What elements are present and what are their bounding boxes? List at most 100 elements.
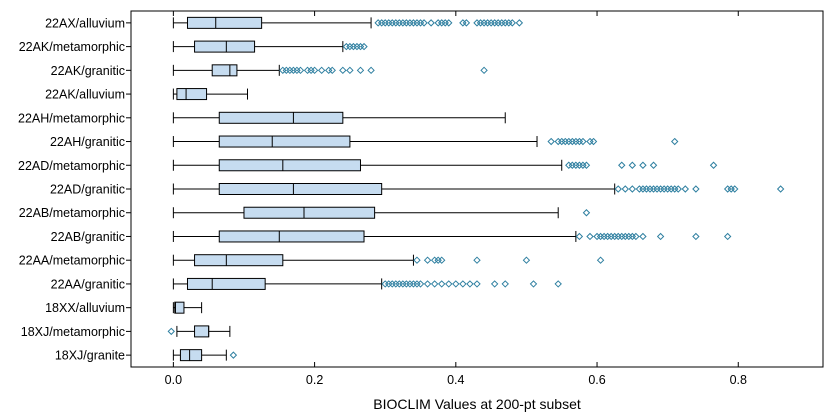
box-22ad-metamorphic bbox=[172, 159, 718, 172]
iqr-box bbox=[186, 277, 266, 290]
outlier-point bbox=[681, 185, 690, 193]
outlier-point bbox=[596, 256, 605, 264]
outlier-point bbox=[639, 232, 647, 241]
outlier-point bbox=[522, 256, 531, 264]
category-label: 22AK/metamorphic bbox=[19, 40, 125, 54]
outlier-point bbox=[692, 232, 700, 241]
outlier-point bbox=[437, 256, 446, 264]
outlier-point bbox=[445, 19, 453, 27]
outlier-point bbox=[501, 280, 509, 288]
iqr-box bbox=[186, 16, 263, 29]
x-axis-title: BIOCLIM Values at 200-pt subset bbox=[373, 396, 581, 412]
iqr-box bbox=[218, 111, 344, 124]
outlier-point bbox=[437, 280, 446, 288]
iqr-box bbox=[218, 135, 351, 148]
outlier-point bbox=[490, 280, 499, 288]
outlier-point bbox=[628, 185, 637, 193]
outlier-point bbox=[413, 256, 421, 264]
iqr-box bbox=[194, 40, 256, 53]
outlier-point bbox=[462, 19, 471, 27]
x-tick-label: 0.4 bbox=[447, 373, 464, 387]
outlier-point bbox=[473, 280, 481, 288]
outlier-point bbox=[416, 280, 425, 288]
outlier-point bbox=[515, 19, 524, 27]
outlier-point bbox=[167, 327, 175, 336]
outlier-point bbox=[356, 66, 365, 75]
box-22ak-alluvium bbox=[172, 88, 249, 101]
outlier-point bbox=[317, 66, 326, 75]
outlier-point bbox=[776, 185, 785, 193]
box-22aa-metamorphic bbox=[172, 254, 605, 267]
iqr-box bbox=[218, 183, 383, 195]
iqr-box bbox=[179, 349, 203, 362]
iqr-box bbox=[218, 230, 365, 243]
outlier-point bbox=[656, 232, 665, 241]
x-axis-ticks: 0.0 0.2 0.4 0.6 0.8 bbox=[165, 11, 747, 387]
category-label: 22AD/metamorphic bbox=[18, 159, 125, 173]
iqr-box bbox=[211, 64, 238, 77]
outlier-point bbox=[632, 232, 640, 241]
category-label: 18XJ/granite bbox=[55, 349, 125, 363]
outlier-point bbox=[709, 161, 718, 169]
box-18xx-alluvium bbox=[172, 301, 203, 314]
category-label: 22AA/metamorphic bbox=[19, 254, 125, 268]
outlier-point bbox=[423, 256, 432, 264]
boxes-group bbox=[167, 16, 785, 362]
outlier-point bbox=[614, 185, 622, 193]
outlier-point bbox=[346, 66, 354, 75]
outlier-point bbox=[296, 66, 305, 75]
outlier-point bbox=[547, 137, 555, 146]
iqr-box bbox=[176, 88, 208, 101]
outlier-point bbox=[671, 137, 679, 146]
outlier-point bbox=[427, 19, 435, 27]
box-18xj-granite bbox=[172, 349, 238, 362]
outlier-point bbox=[649, 161, 658, 169]
box-18xj-metamorphic bbox=[167, 325, 231, 338]
outlier-point bbox=[473, 256, 481, 264]
outlier-point bbox=[723, 232, 732, 241]
outlier-point bbox=[423, 280, 432, 288]
outlier-point bbox=[328, 66, 336, 75]
category-label: 18XJ/metamorphic bbox=[21, 325, 125, 339]
category-label: 22AX/alluvium bbox=[45, 16, 125, 30]
outlier-point bbox=[575, 232, 584, 241]
outlier-point bbox=[618, 161, 626, 169]
outlier-point bbox=[445, 280, 453, 288]
box-22ak-metamorphic bbox=[172, 40, 368, 53]
outlier-point bbox=[459, 280, 467, 288]
outlier-point bbox=[452, 280, 460, 288]
iqr-box bbox=[174, 301, 185, 314]
outlier-point bbox=[367, 66, 375, 75]
outlier-point bbox=[360, 42, 368, 51]
category-labels: 22AX/alluvium 22AK/metamorphic 22AK/granit… bbox=[18, 16, 131, 363]
outlier-point bbox=[420, 19, 428, 27]
outlier-point bbox=[229, 351, 238, 359]
box-22aa-granitic bbox=[172, 277, 562, 290]
outlier-point bbox=[589, 137, 598, 146]
outlier-point bbox=[692, 185, 700, 193]
outlier-point bbox=[628, 161, 637, 169]
outlier-point bbox=[586, 232, 594, 241]
box-22ax-alluvium bbox=[172, 16, 524, 29]
outlier-point bbox=[529, 280, 538, 288]
box-22ah-granitic bbox=[172, 135, 679, 148]
outlier-point bbox=[582, 161, 591, 169]
category-label: 22AH/metamorphic bbox=[18, 111, 125, 125]
outlier-point bbox=[639, 161, 647, 169]
outlier-point bbox=[554, 280, 562, 288]
outlier-point bbox=[310, 66, 319, 75]
iqr-box bbox=[194, 325, 210, 338]
category-label: 22AK/alluvium bbox=[45, 88, 125, 102]
x-tick-label: 0.6 bbox=[588, 373, 605, 387]
category-label: 22AK/granitic bbox=[51, 64, 125, 78]
outlier-point bbox=[731, 185, 739, 193]
iqr-box bbox=[243, 206, 376, 219]
box-22ad-granitic bbox=[172, 183, 785, 195]
box-22ab-granitic bbox=[172, 230, 732, 243]
category-label: 22AD/granitic bbox=[50, 183, 125, 197]
x-tick-label: 0.0 bbox=[165, 373, 182, 387]
outlier-point bbox=[339, 66, 347, 75]
outlier-point bbox=[508, 19, 517, 27]
iqr-box bbox=[218, 159, 361, 172]
